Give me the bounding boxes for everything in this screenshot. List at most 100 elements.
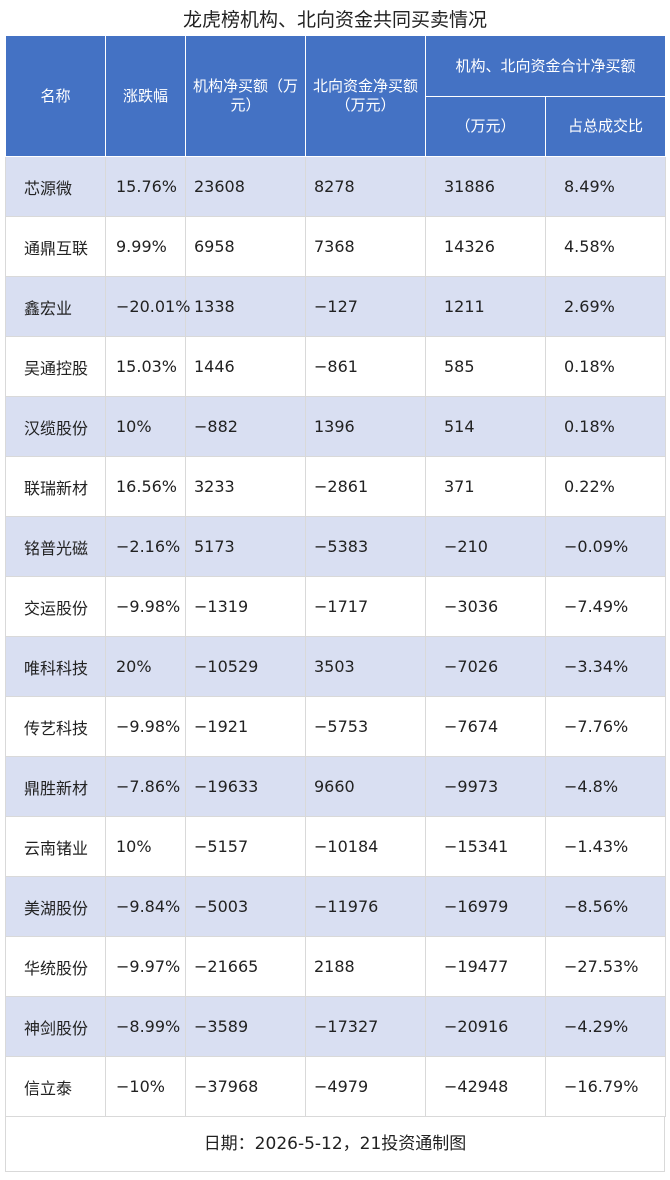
cell-share-of-turnover: −4.29%	[544, 996, 667, 1057]
cell-inst-net-buy: −10529	[185, 636, 306, 697]
cell-share-of-turnover: 0.18%	[544, 336, 667, 397]
cell-north-net-buy: −10184	[305, 816, 426, 877]
cell-combined-net-buy: −210	[425, 516, 546, 577]
cell-north-net-buy: 7368	[305, 216, 426, 277]
cell-inst-net-buy: −37968	[185, 1056, 306, 1117]
cell-inst-net-buy: −882	[185, 396, 306, 457]
cell-inst-net-buy: −5157	[185, 816, 306, 877]
header-north: 北向资金净买额（万元）	[305, 35, 426, 157]
data-table: 名称 涨跌幅 机构净买额（万元） 北向资金净买额（万元） 机构、北向资金合计净买…	[5, 35, 667, 1117]
cell-inst-net-buy: −21665	[185, 936, 306, 997]
cell-north-net-buy: 3503	[305, 636, 426, 697]
cell-stock-name: 通鼎互联	[5, 216, 106, 277]
cell-share-of-turnover: −1.43%	[544, 816, 667, 877]
table-row: 传艺科技 −9.98% −1921 −5753 −7674 −7.76%	[5, 696, 667, 757]
header-combined: 机构、北向资金合计净买额	[424, 35, 667, 97]
cell-inst-net-buy: 1338	[185, 276, 306, 337]
cell-share-of-turnover: −8.56%	[544, 876, 667, 937]
cell-share-of-turnover: −4.8%	[544, 756, 667, 817]
cell-share-of-turnover: 4.58%	[544, 216, 667, 277]
cell-change-pct: −2.16%	[105, 516, 186, 577]
table-row: 鼎胜新材 −7.86% −19633 9660 −9973 −4.8%	[5, 756, 667, 817]
cell-share-of-turnover: −3.34%	[544, 636, 667, 697]
table-row: 云南锗业 10% −5157 −10184 −15341 −1.43%	[5, 816, 667, 877]
table-row: 芯源微 15.76% 23608 8278 31886 8.49%	[5, 156, 667, 217]
cell-share-of-turnover: −16.79%	[544, 1056, 667, 1117]
cell-change-pct: 10%	[105, 816, 186, 877]
cell-north-net-buy: −5753	[305, 696, 426, 757]
cell-inst-net-buy: 6958	[185, 216, 306, 277]
cell-inst-net-buy: −19633	[185, 756, 306, 817]
cell-share-of-turnover: 0.22%	[544, 456, 667, 517]
header-combined-unit: （万元）	[425, 96, 546, 157]
cell-combined-net-buy: 514	[425, 396, 546, 457]
cell-inst-net-buy: −1319	[185, 576, 306, 637]
cell-north-net-buy: 1396	[305, 396, 426, 457]
cell-combined-net-buy: −3036	[425, 576, 546, 637]
cell-change-pct: −9.98%	[105, 576, 186, 637]
cell-combined-net-buy: −9973	[425, 756, 546, 817]
cell-change-pct: −9.84%	[105, 876, 186, 937]
table-row: 美湖股份 −9.84% −5003 −11976 −16979 −8.56%	[5, 876, 667, 937]
table-row: 汉缆股份 10% −882 1396 514 0.18%	[5, 396, 667, 457]
cell-stock-name: 鼎胜新材	[5, 756, 106, 817]
cell-stock-name: 信立泰	[5, 1056, 106, 1117]
cell-share-of-turnover: −27.53%	[544, 936, 667, 997]
cell-change-pct: 9.99%	[105, 216, 186, 277]
cell-share-of-turnover: −0.09%	[544, 516, 667, 577]
cell-combined-net-buy: 14326	[425, 216, 546, 277]
cell-stock-name: 神剑股份	[5, 996, 106, 1057]
cell-combined-net-buy: 1211	[425, 276, 546, 337]
cell-combined-net-buy: −15341	[425, 816, 546, 877]
header-name: 名称	[5, 35, 106, 157]
cell-inst-net-buy: 1446	[185, 336, 306, 397]
cell-stock-name: 汉缆股份	[5, 396, 106, 457]
cell-stock-name: 鑫宏业	[5, 276, 106, 337]
cell-share-of-turnover: 2.69%	[544, 276, 667, 337]
cell-share-of-turnover: 0.18%	[544, 396, 667, 457]
table-row: 联瑞新材 16.56% 3233 −2861 371 0.22%	[5, 456, 667, 517]
cell-inst-net-buy: 23608	[185, 156, 306, 217]
cell-north-net-buy: 8278	[305, 156, 426, 217]
cell-combined-net-buy: −7674	[425, 696, 546, 757]
cell-stock-name: 交运股份	[5, 576, 106, 637]
table-footer: 日期：2026-5-12，21投资通制图	[5, 1117, 665, 1172]
cell-north-net-buy: 9660	[305, 756, 426, 817]
cell-stock-name: 铭普光磁	[5, 516, 106, 577]
table-row: 华统股份 −9.97% −21665 2188 −19477 −27.53%	[5, 936, 667, 997]
cell-inst-net-buy: −3589	[185, 996, 306, 1057]
cell-stock-name: 联瑞新材	[5, 456, 106, 517]
table-row: 交运股份 −9.98% −1319 −1717 −3036 −7.49%	[5, 576, 667, 637]
cell-north-net-buy: −1717	[305, 576, 426, 637]
cell-change-pct: 16.56%	[105, 456, 186, 517]
table-row: 铭普光磁 −2.16% 5173 −5383 −210 −0.09%	[5, 516, 667, 577]
cell-change-pct: −7.86%	[105, 756, 186, 817]
cell-change-pct: −20.01%	[105, 276, 190, 337]
data-table-container: 名称 涨跌幅 机构净买额（万元） 北向资金净买额（万元） 机构、北向资金合计净买…	[5, 35, 667, 1172]
cell-stock-name: 传艺科技	[5, 696, 106, 757]
cell-change-pct: −9.97%	[105, 936, 186, 997]
cell-change-pct: −10%	[105, 1056, 186, 1117]
cell-north-net-buy: −5383	[305, 516, 426, 577]
cell-change-pct: 10%	[105, 396, 186, 457]
cell-north-net-buy: −11976	[305, 876, 426, 937]
cell-stock-name: 唯科科技	[5, 636, 106, 697]
cell-stock-name: 芯源微	[5, 156, 106, 217]
table-row: 信立泰 −10% −37968 −4979 −42948 −16.79%	[5, 1056, 667, 1117]
cell-share-of-turnover: −7.76%	[544, 696, 667, 757]
cell-change-pct: 20%	[105, 636, 186, 697]
cell-combined-net-buy: −16979	[425, 876, 546, 937]
header-change: 涨跌幅	[105, 35, 186, 157]
cell-stock-name: 美湖股份	[5, 876, 106, 937]
cell-north-net-buy: −127	[305, 276, 426, 337]
table-row: 鑫宏业 −20.01% 1338 −127 1211 2.69%	[5, 276, 667, 337]
table-row: 通鼎互联 9.99% 6958 7368 14326 4.58%	[5, 216, 667, 277]
cell-inst-net-buy: −1921	[185, 696, 306, 757]
table-row: 神剑股份 −8.99% −3589 −17327 −20916 −4.29%	[5, 996, 667, 1057]
cell-change-pct: 15.76%	[105, 156, 186, 217]
cell-north-net-buy: −17327	[305, 996, 426, 1057]
header-share: 占总成交比	[544, 96, 667, 157]
table-body: 芯源微 15.76% 23608 8278 31886 8.49% 通鼎互联 9.99% 695…	[5, 156, 667, 1117]
table-row: 唯科科技 20% −10529 3503 −7026 −3.34%	[5, 636, 667, 697]
cell-change-pct: 15.03%	[105, 336, 186, 397]
